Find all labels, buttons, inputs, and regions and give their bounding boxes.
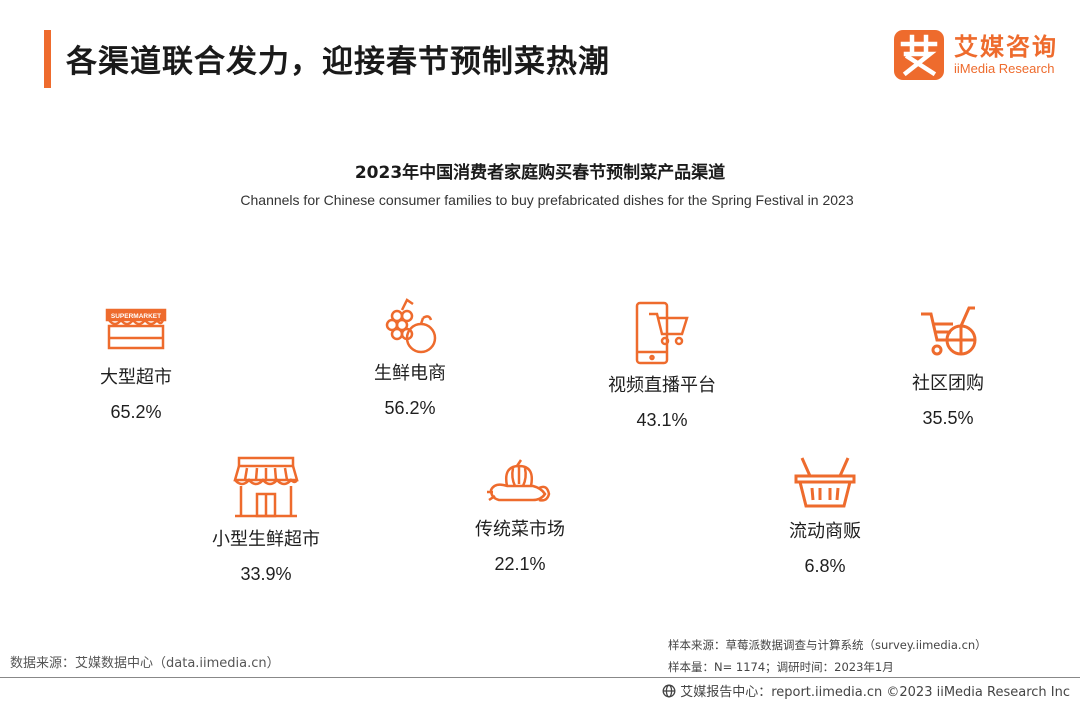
channel-value: 33.9% [240, 564, 292, 584]
sample-source: 样本来源：草莓派数据调查与计算系统（survey.iimedia.cn） [668, 638, 987, 652]
channel-item-traditional-market: 传统菜市场 22.1% [420, 456, 620, 576]
channel-value: 6.8% [804, 556, 846, 576]
channel-name: 传统菜市场 [475, 519, 565, 540]
supermarket-icon: SUPERMARKET [105, 308, 167, 350]
svg-text:SUPERMARKET: SUPERMARKET [111, 313, 161, 320]
logo-name-en: iiMedia Research [954, 61, 1055, 76]
basket-icon [794, 457, 856, 508]
channel-value: 65.2% [110, 402, 162, 422]
storefront-icon [233, 456, 299, 518]
vegetables-icon [487, 459, 551, 502]
title-accent-bar [44, 30, 51, 88]
channel-value: 43.1% [636, 410, 688, 430]
channel-name: 流动商贩 [789, 521, 861, 542]
channel-name: 大型超市 [100, 367, 172, 388]
channel-item-live-video: 视频直播平台 43.1% [562, 300, 762, 432]
channel-item-mobile-vendor: 流动商贩 6.8% [725, 454, 925, 578]
channel-value: 56.2% [384, 398, 436, 418]
footer-copyright: 艾媒报告中心：report.iimedia.cn ©2023 iiMedia R… [662, 681, 1070, 700]
globe-icon [662, 684, 676, 697]
chart-title: 2023年中国消费者家庭购买春节预制菜产品渠道 [354, 163, 726, 183]
data-source: 数据来源：艾媒数据中心（data.iimedia.cn） [10, 656, 280, 671]
channel-name: 社区团购 [912, 373, 984, 394]
channel-name: 生鲜电商 [374, 363, 446, 384]
channel-value: 35.5% [922, 408, 974, 428]
copyright-text: 艾媒报告中心：report.iimedia.cn ©2023 iiMedia R… [680, 685, 1070, 700]
channel-value: 22.1% [494, 554, 546, 574]
logo-icon [894, 30, 944, 80]
cart-icon [921, 306, 977, 356]
channel-item-fresh-ecommerce: 生鲜电商 56.2% [310, 294, 510, 420]
page-title: 各渠道联合发力，迎接春节预制菜热潮 [66, 44, 610, 80]
logo-name-cn: 艾媒咨询 [954, 33, 1058, 61]
fruit-icon [385, 298, 437, 354]
channel-item-small-fresh-market: 小型生鲜超市 33.9% [166, 454, 366, 586]
footer-divider [0, 677, 1080, 678]
brand-logo: 艾媒咨询 iiMedia Research [894, 30, 1058, 80]
channel-item-supermarket: SUPERMARKET 大型超市 65.2% [36, 298, 236, 424]
channel-item-community-group: 社区团购 35.5% [848, 302, 1048, 430]
chart-subtitle: Channels for Chinese consumer families t… [240, 192, 854, 208]
channel-name: 小型生鲜超市 [212, 529, 320, 550]
channel-name: 视频直播平台 [608, 375, 716, 396]
phone-cart-icon [635, 301, 689, 365]
sample-size: 样本量：N= 1174；调研时间：2023年1月 [668, 660, 894, 674]
